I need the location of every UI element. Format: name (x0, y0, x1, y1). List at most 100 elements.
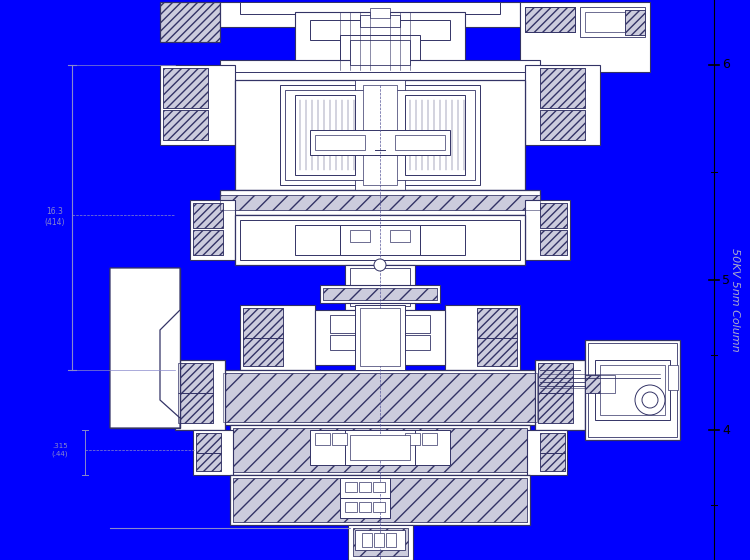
Bar (585, 375, 615, 393)
Bar (220, 195, 540, 210)
Bar (585, 340, 680, 440)
Bar (353, 528, 408, 556)
Bar (350, 435, 410, 460)
Bar (588, 343, 677, 437)
Bar (520, 2, 650, 72)
Bar (350, 230, 370, 242)
Bar (178, 393, 213, 423)
Bar (538, 363, 573, 393)
Bar (240, 220, 520, 260)
Bar (178, 363, 213, 393)
Bar (345, 430, 415, 465)
Bar (340, 225, 420, 255)
Bar (540, 433, 565, 453)
Bar (220, 195, 540, 210)
Bar (355, 80, 405, 190)
Bar (525, 7, 575, 32)
Bar (405, 433, 420, 445)
Bar (320, 285, 440, 303)
Bar (422, 433, 437, 445)
Bar (355, 305, 405, 370)
Bar (540, 433, 565, 453)
Bar (235, 72, 525, 87)
Bar (163, 68, 208, 108)
Bar (323, 288, 437, 300)
Bar (233, 428, 527, 472)
Bar (315, 310, 445, 365)
Bar (348, 525, 413, 560)
Bar (315, 433, 330, 445)
Bar (240, 305, 315, 370)
Bar (310, 20, 450, 40)
Bar (395, 135, 445, 150)
Bar (345, 265, 415, 310)
Bar (477, 308, 517, 338)
Bar (395, 315, 430, 333)
Bar (540, 110, 585, 140)
Bar (340, 478, 390, 498)
Bar (160, 65, 235, 145)
Circle shape (635, 385, 665, 415)
Bar (390, 230, 410, 242)
Bar (230, 425, 530, 475)
Bar (196, 433, 221, 453)
Bar (220, 190, 540, 215)
Bar (668, 365, 678, 390)
Bar (295, 95, 355, 175)
Bar (405, 95, 465, 175)
Bar (193, 230, 223, 255)
Bar (527, 430, 567, 475)
Bar (175, 360, 225, 430)
Bar (240, 2, 500, 14)
Bar (193, 430, 233, 475)
Bar (595, 360, 670, 420)
Bar (163, 110, 208, 140)
Bar (280, 85, 480, 185)
Bar (193, 203, 223, 228)
Bar (350, 40, 410, 65)
Bar (370, 8, 390, 18)
Bar (230, 475, 530, 525)
Bar (220, 370, 540, 425)
Bar (373, 502, 385, 512)
Bar (540, 203, 567, 228)
Bar (196, 453, 221, 471)
Bar (538, 393, 573, 423)
Bar (353, 528, 408, 556)
Bar (445, 305, 520, 370)
Text: 50KV 5nm Column: 50KV 5nm Column (730, 248, 740, 352)
Bar (540, 453, 565, 471)
Bar (295, 12, 465, 72)
Bar (580, 7, 645, 37)
Bar (243, 308, 283, 338)
Bar (243, 338, 283, 366)
Bar (540, 110, 585, 140)
Bar (233, 478, 527, 522)
Bar (315, 135, 365, 150)
Bar (223, 373, 537, 422)
Bar (160, 2, 220, 42)
Bar (538, 393, 573, 423)
Bar (362, 533, 372, 547)
Bar (178, 393, 213, 423)
Bar (625, 10, 645, 35)
Bar (360, 308, 400, 366)
Bar (525, 65, 600, 145)
Text: 4: 4 (722, 423, 730, 436)
Bar (196, 433, 221, 453)
Bar (243, 308, 283, 338)
Bar (374, 533, 384, 547)
Bar (163, 110, 208, 140)
Bar (359, 482, 371, 492)
Bar (340, 498, 390, 518)
Bar (332, 433, 347, 445)
Bar (535, 360, 585, 430)
Bar (540, 230, 567, 255)
Text: 5: 5 (722, 273, 730, 287)
Bar (196, 453, 221, 471)
Bar (193, 230, 223, 255)
Bar (540, 453, 565, 471)
Bar (540, 68, 585, 108)
Bar (585, 12, 625, 32)
Bar (235, 80, 525, 190)
